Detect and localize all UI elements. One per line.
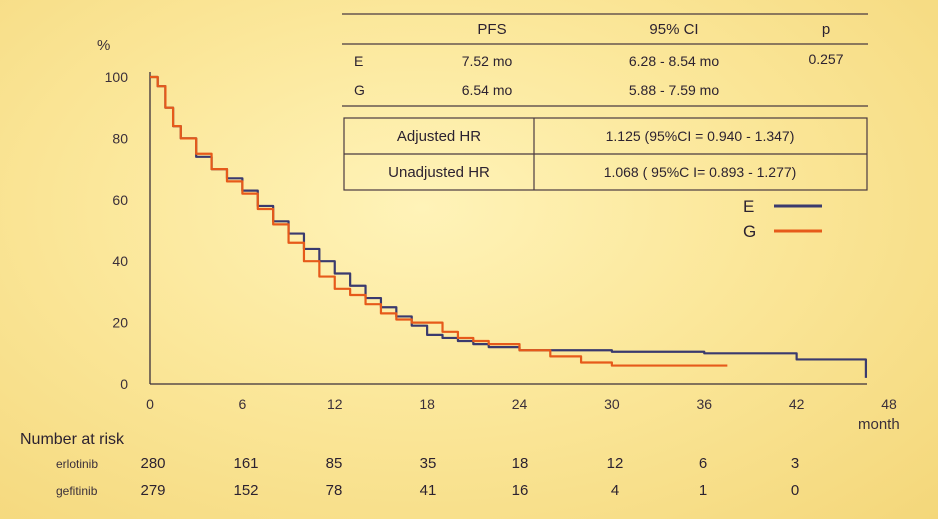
risk-value: 12: [607, 455, 624, 472]
y-tick-label: 80: [112, 130, 128, 146]
curve-e: [150, 75, 868, 378]
survival-curves: [150, 75, 868, 378]
risk-value: 6: [699, 455, 707, 472]
risk-value: 4: [611, 482, 619, 499]
risk-value: 16: [512, 482, 529, 499]
table-header: p: [822, 21, 830, 38]
curve-g: [150, 75, 728, 367]
x-tick-label: 36: [696, 396, 712, 412]
risk-value: 18: [512, 455, 529, 472]
risk-value: 280: [140, 455, 165, 472]
x-tick-label: 0: [146, 396, 154, 412]
risk-value: 78: [326, 482, 343, 499]
y-axis-unit: %: [97, 37, 110, 54]
risk-value: 35: [420, 455, 437, 472]
axes: [149, 72, 867, 385]
x-tick-label: 18: [419, 396, 435, 412]
hr-value: 1.125 (95%CI = 0.940 - 1.347): [606, 128, 795, 144]
table-header: 95% CI: [649, 21, 698, 38]
risk-value: 0: [791, 482, 799, 499]
legend: EG: [743, 197, 822, 241]
x-tick-label: 30: [604, 396, 620, 412]
legend-label: G: [743, 222, 756, 241]
x-axis-unit: month: [858, 416, 900, 433]
hr-label: Unadjusted HR: [388, 164, 490, 181]
x-tick-label: 24: [512, 396, 528, 412]
y-tick-labels: 0 20 40 60 80 100: [105, 69, 129, 392]
y-tick-label: 60: [112, 192, 128, 208]
y-tick-label: 20: [112, 315, 128, 331]
y-tick-label: 40: [112, 253, 128, 269]
table-arm-label: G: [354, 82, 365, 98]
risk-table-title: Number at risk: [20, 431, 125, 448]
legend-label: E: [743, 197, 754, 216]
table-arm-label: E: [354, 53, 363, 69]
y-tick-label: 0: [120, 376, 128, 392]
risk-row-name: erlotinib: [56, 457, 98, 471]
risk-value: 85: [326, 455, 343, 472]
table-header: PFS: [477, 21, 506, 38]
hr-label: Adjusted HR: [397, 128, 481, 145]
risk-value: 3: [791, 455, 799, 472]
summary-table: PFS 95% CI p E 7.52 mo 6.28 - 8.54 mo 0.257 G 6.…: [342, 13, 868, 191]
risk-value: 161: [233, 455, 258, 472]
table-ci: 6.28 - 8.54 mo: [629, 53, 719, 69]
table-ci: 5.88 - 7.59 mo: [629, 82, 719, 98]
risk-row-name: gefitinib: [56, 484, 98, 498]
risk-value: 279: [140, 482, 165, 499]
x-tick-label: 48: [881, 396, 897, 412]
hr-value: 1.068 ( 95%C I= 0.893 - 1.277): [604, 164, 797, 180]
table-pfs: 7.52 mo: [462, 53, 513, 69]
risk-value: 1: [699, 482, 707, 499]
x-tick-labels: 0 6 12 18 24 30 36 42 48: [146, 396, 897, 412]
table-pfs: 6.54 mo: [462, 82, 513, 98]
x-tick-label: 42: [789, 396, 805, 412]
y-tick-label: 100: [105, 69, 129, 85]
risk-value: 41: [420, 482, 437, 499]
table-p-value: 0.257: [808, 51, 843, 67]
x-tick-label: 12: [327, 396, 343, 412]
risk-value: 152: [233, 482, 258, 499]
x-tick-label: 6: [238, 396, 246, 412]
